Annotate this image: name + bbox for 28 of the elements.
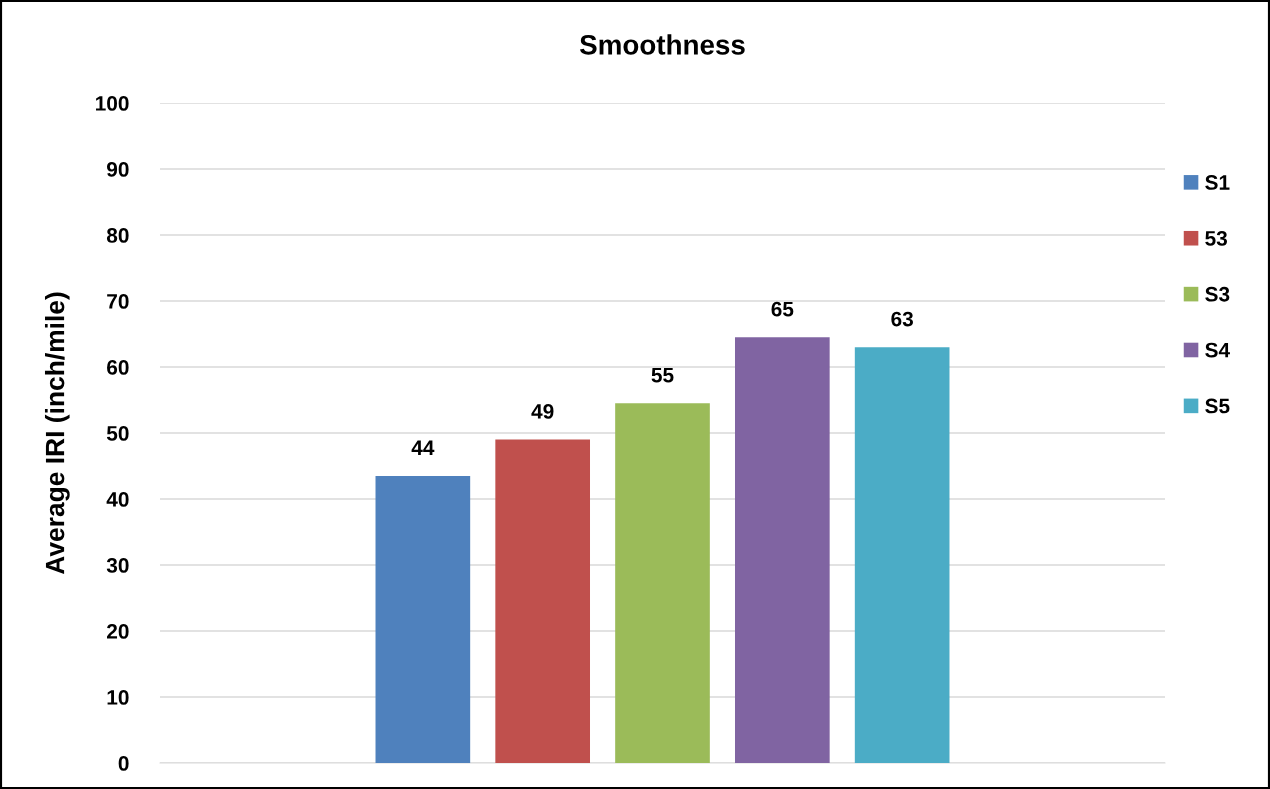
- y-tick-label: 80: [106, 228, 129, 243]
- legend-label: S1: [1205, 175, 1230, 190]
- y-tick-label: 30: [106, 558, 129, 573]
- y-axis-title: Average IRI (inch/mile): [44, 292, 70, 575]
- y-tick-label: 100: [96, 96, 129, 111]
- y-tick-label: 90: [107, 162, 129, 177]
- y-tick-label: 20: [107, 624, 129, 639]
- bar: [735, 337, 830, 763]
- bar: [854, 347, 950, 763]
- y-tick-label: 50: [106, 426, 129, 441]
- bar: [615, 403, 710, 763]
- legend-label: S4: [1205, 342, 1230, 358]
- y-tick-label: 40: [106, 492, 129, 507]
- y-tick-label: 70: [107, 294, 129, 309]
- bar: [495, 439, 590, 763]
- y-tick-label: 60: [107, 360, 129, 375]
- data-label: 49: [531, 404, 554, 419]
- y-tick-label: 0: [118, 756, 129, 771]
- data-label: 55: [651, 367, 674, 383]
- y-tick-label: 10: [107, 690, 129, 705]
- data-label: 44: [411, 440, 435, 455]
- legend-label: S3: [1205, 286, 1230, 302]
- chart-title: Smoothness: [579, 34, 745, 55]
- data-label: 63: [891, 311, 913, 327]
- data-label: 65: [771, 301, 794, 317]
- legend-label: 53: [1205, 230, 1227, 246]
- bar: [375, 475, 471, 763]
- legend-label: S5: [1205, 398, 1230, 414]
